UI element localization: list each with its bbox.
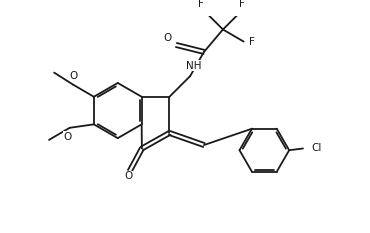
Text: NH: NH xyxy=(186,61,201,71)
Text: F: F xyxy=(239,0,245,9)
Text: O: O xyxy=(64,132,72,142)
Text: O: O xyxy=(164,33,172,43)
Text: F: F xyxy=(249,37,255,47)
Text: O: O xyxy=(124,171,132,181)
Text: Cl: Cl xyxy=(312,144,322,154)
Text: F: F xyxy=(198,0,204,9)
Text: O: O xyxy=(69,71,77,81)
